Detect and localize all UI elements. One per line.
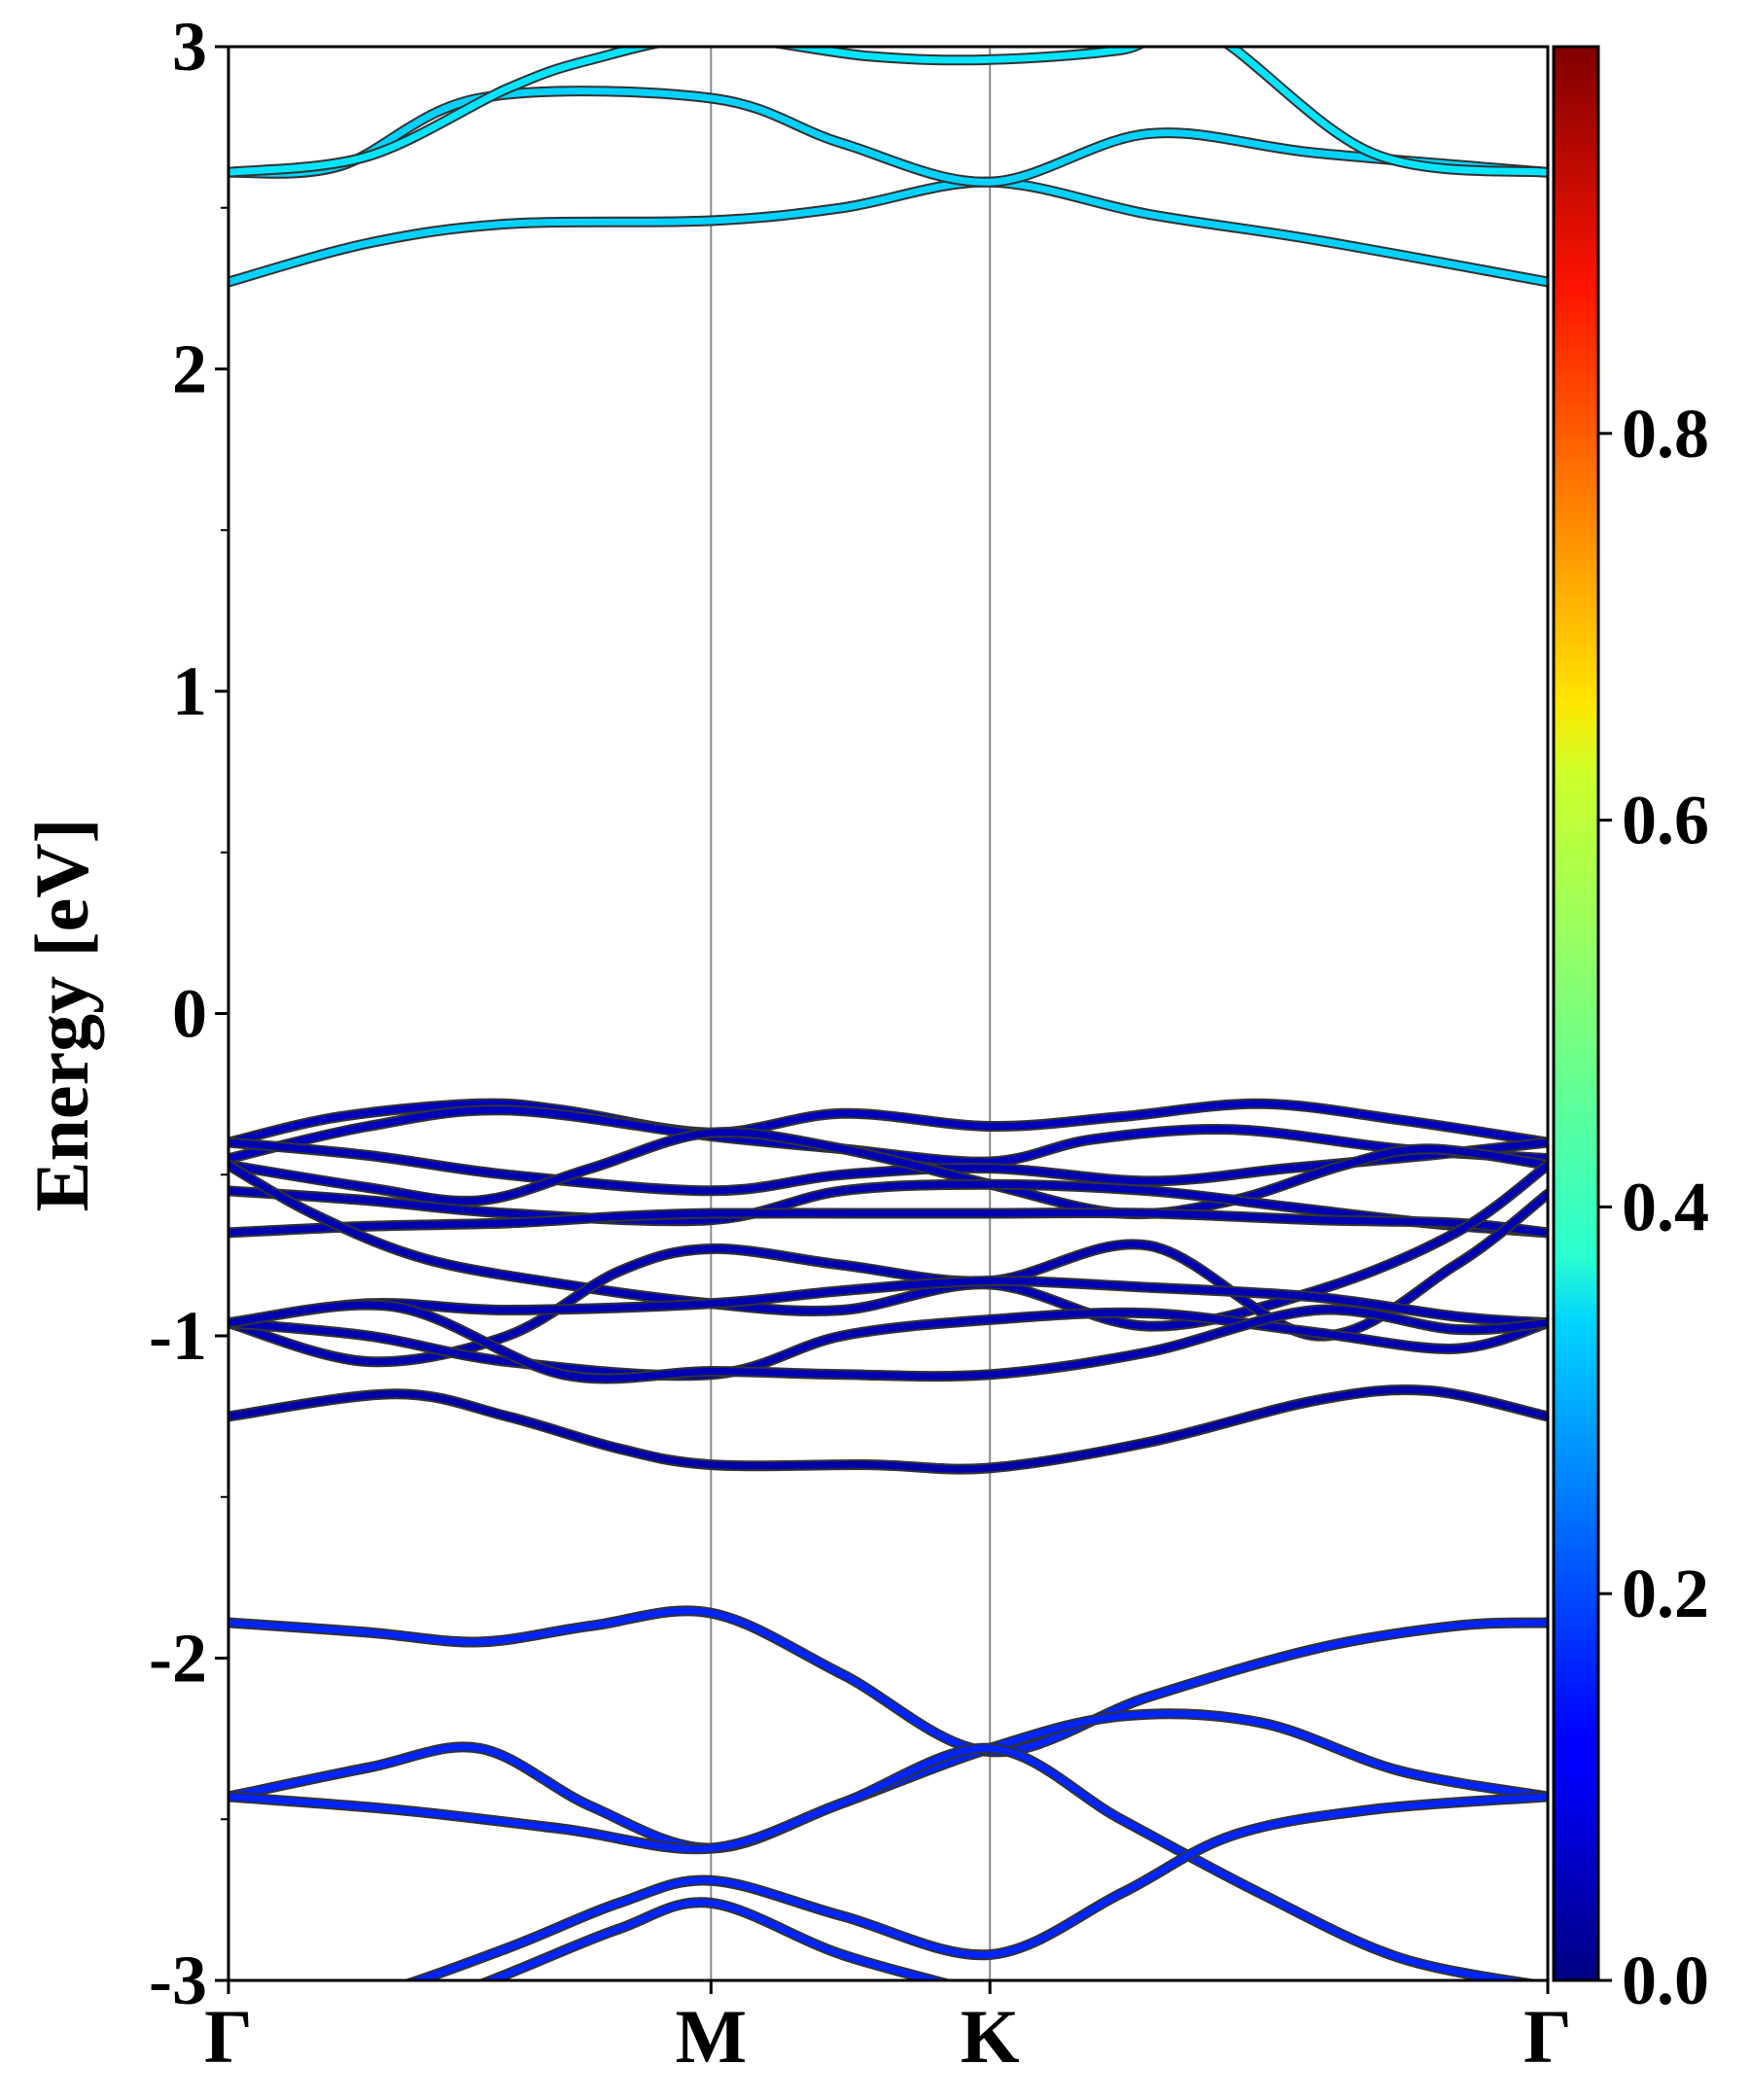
band-line	[228, 178, 1548, 286]
x-tick-label: K	[961, 1994, 1020, 2079]
colorbar-tick-label: 0.0	[1622, 1942, 1709, 2019]
band-line	[228, 88, 1548, 186]
band-outline	[402, 1791, 1548, 1980]
band-line	[228, 1106, 1548, 1166]
band-line	[407, 1793, 1548, 1980]
band-outline	[228, 1384, 1548, 1475]
y-tick-label: -1	[149, 1297, 207, 1375]
y-axis-ticks: -3 -2 -1 0 1 2 3	[149, 8, 228, 2019]
colorbar-tick-label: 0.2	[1622, 1555, 1709, 1632]
colorbar-ticks: 0.0 0.2 0.4 0.6 0.8	[1598, 395, 1709, 2019]
band-line	[228, 1607, 1548, 1756]
colorbar	[1552, 45, 1600, 1982]
band-line	[228, 1129, 1548, 1218]
y-tick-label: -2	[149, 1620, 207, 1698]
high-symmetry-lines	[710, 47, 992, 1980]
band-line	[228, 1209, 1548, 1237]
plot-frame	[227, 45, 1550, 1982]
bands	[228, 47, 1548, 1980]
x-tick-label: Γ	[1523, 1994, 1572, 2079]
colorbar-tick-label: 0.8	[1622, 395, 1709, 472]
y-tick-label: 0	[172, 975, 207, 1053]
colorbar-tick-label: 0.4	[1622, 1168, 1709, 1245]
band-line	[228, 1100, 1548, 1146]
colorbar-tick-label: 0.6	[1622, 782, 1709, 859]
band-line	[228, 1309, 1548, 1380]
band-line	[481, 1899, 947, 1980]
x-tick-label: M	[676, 1994, 748, 2079]
band-line	[228, 1386, 1548, 1473]
band-line	[228, 1301, 1548, 1382]
y-tick-label: 1	[172, 652, 207, 730]
y-tick-label: 2	[172, 331, 207, 408]
y-axis-label: Energy [eV]	[19, 818, 104, 1211]
y-tick-label: 3	[172, 8, 207, 86]
band-line	[228, 1744, 1530, 1980]
band-line	[228, 1278, 1548, 1327]
x-tick-label: Γ	[204, 1994, 253, 2079]
band-outline	[228, 1605, 1548, 1758]
band-line	[228, 1161, 1548, 1330]
band-line	[228, 47, 1548, 176]
y-tick-label: -3	[149, 1942, 207, 2019]
band-line	[228, 1180, 1548, 1237]
